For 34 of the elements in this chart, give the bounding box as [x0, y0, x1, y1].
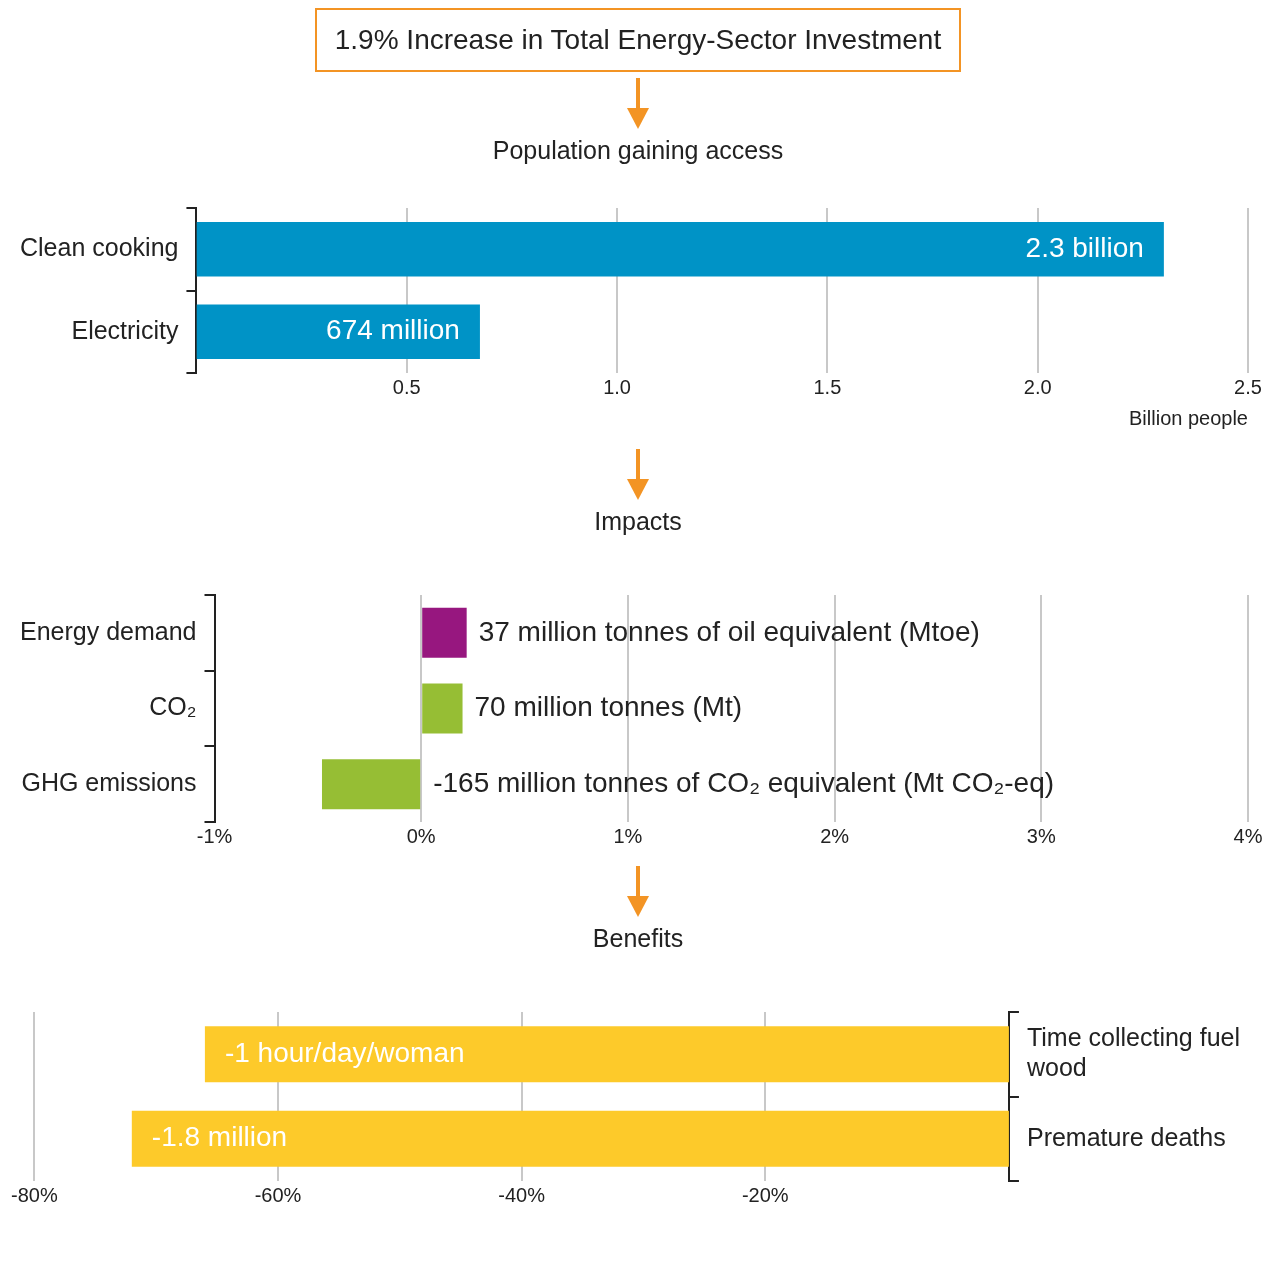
y-tick-label: Time collecting fuel wood [1025, 1023, 1241, 1082]
x-tick-label: 0% [406, 824, 436, 847]
x-axis-title: Billion people [1129, 406, 1248, 429]
x-tick-label: 3% [1026, 824, 1056, 847]
y-tick-label: Electricity [71, 315, 179, 344]
x-tick-label: 1.5 [813, 375, 842, 398]
annotation: 2.3 billion [1025, 231, 1144, 263]
x-tick-label: 2.5 [1234, 375, 1262, 398]
x-tick-label: 4% [1233, 824, 1263, 847]
chart-title: Benefits [591, 924, 685, 953]
x-tick-label: -40% [498, 1183, 546, 1206]
x-tick-label: 1% [613, 824, 643, 847]
x-tick-label: -80% [10, 1183, 58, 1206]
annotation: 674 million [326, 314, 460, 346]
y-tick-label: GHG emissions [21, 768, 197, 797]
y-tick-label: Energy demand [19, 616, 197, 645]
x-tick-label: 2.0 [1023, 375, 1052, 398]
y-tick-label: Premature deaths [1026, 1122, 1226, 1151]
x-tick-label: -60% [254, 1183, 302, 1206]
x-tick-label: 0.5 [392, 375, 421, 398]
annotation: -1.8 million [151, 1121, 288, 1153]
x-tick-label: 2% [820, 824, 850, 847]
annotation: 37 million tonnes of oil equivalent (Mtoe) [478, 615, 980, 647]
chart-title: Impacts [593, 507, 683, 536]
x-tick-label: 1.0 [603, 375, 631, 398]
x-tick-label: -20% [741, 1183, 789, 1206]
annotation: -1 hour/day/woman [224, 1036, 465, 1068]
chart-subtitle: Population gaining access [491, 136, 785, 165]
annotation: 70 million tonnes (Mt) [474, 691, 743, 723]
y-tick-label: CO₂ [149, 692, 197, 721]
annotation: -165 million tonnes of CO₂ equivalent (Mt CO₂-eq) [433, 766, 1055, 798]
y-tick-label: Clean cooking [20, 233, 179, 262]
chart-title: 1.9% Increase in Total Energy-Sector Investment [314, 8, 962, 72]
x-tick-label: -1% [196, 824, 233, 847]
